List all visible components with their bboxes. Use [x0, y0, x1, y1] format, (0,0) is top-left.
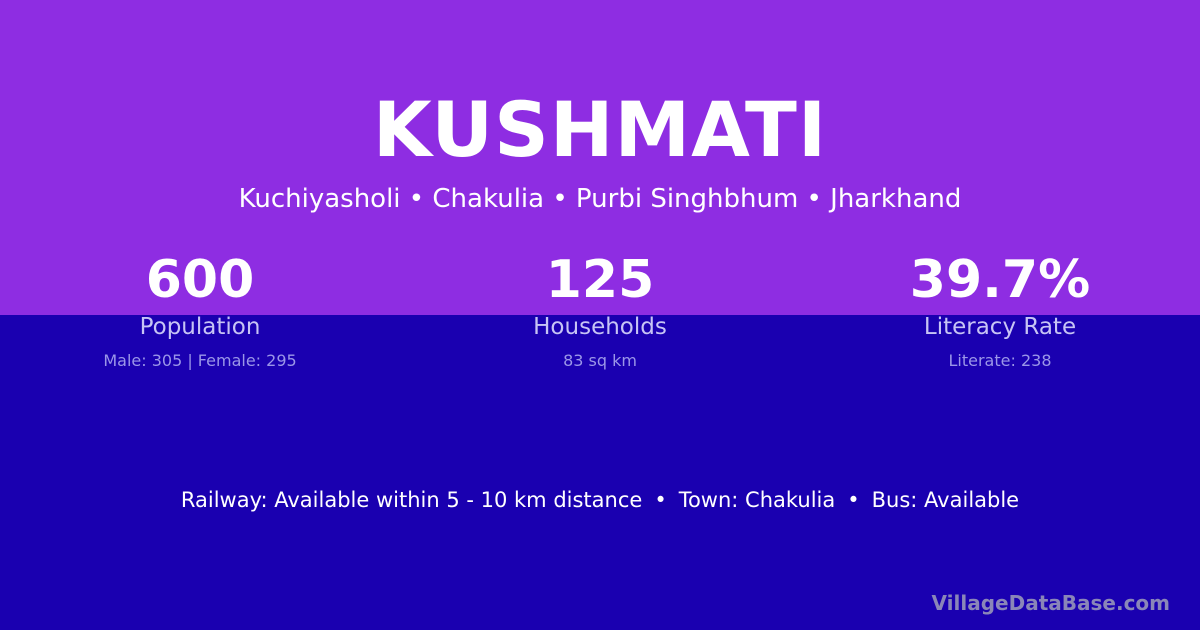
stat-literacy: 39.7% Literacy Rate Literate: 238	[800, 250, 1200, 372]
stat-label: Households	[533, 314, 667, 340]
village-title: KUSHMATI	[372, 85, 828, 174]
header-band	[0, 0, 1200, 315]
fact-railway: Railway: Available within 5 - 10 km dist…	[180, 488, 643, 512]
stat-households: 125 Households 83 sq km	[400, 250, 800, 372]
separator: •	[847, 488, 860, 512]
stat-label: Literacy Rate	[923, 314, 1077, 340]
stat-population: 600 Population Male: 305 | Female: 295	[0, 250, 400, 372]
amenities-line: Railway: Available within 5 - 10 km dist…	[0, 486, 1200, 514]
stat-detail: 83 sq km	[563, 351, 637, 370]
stat-value: 600	[145, 250, 255, 310]
stat-detail: Literate: 238	[948, 351, 1052, 370]
separator: •	[654, 488, 667, 512]
stat-label: Population	[139, 314, 261, 340]
stat-detail: Male: 305 | Female: 295	[103, 351, 297, 370]
brand-watermark: VillageDataBase.com	[931, 591, 1170, 615]
location-breadcrumb: Kuchiyasholi • Chakulia • Purbi Singhbhu…	[238, 184, 962, 214]
fact-town: Town: Chakulia	[678, 488, 836, 512]
fact-bus: Bus: Available	[871, 488, 1020, 512]
stat-value: 125	[545, 250, 655, 310]
stat-value: 39.7%	[909, 250, 1091, 310]
